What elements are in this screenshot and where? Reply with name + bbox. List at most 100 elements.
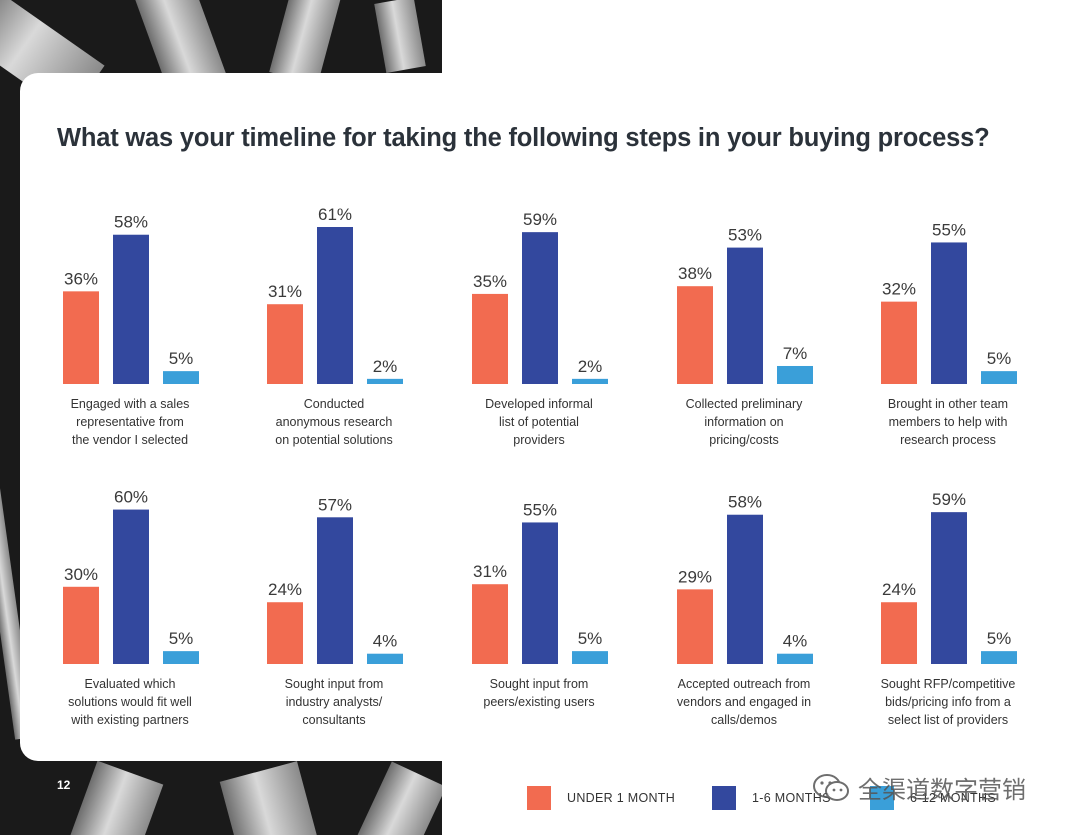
bar-under-1-month: [472, 293, 508, 384]
category-label-line: calls/demos: [711, 713, 777, 727]
legend-label: UNDER 1 MONTH: [567, 791, 676, 805]
data-label: 31%: [268, 282, 302, 301]
data-label: 53%: [728, 226, 762, 245]
legend-item-under-1-month: UNDER 1 MONTH: [527, 786, 675, 810]
category-label-line: representative from: [76, 415, 184, 429]
bar-6-12-months: [163, 651, 199, 664]
data-label: 38%: [678, 264, 712, 283]
bar-6-12-months: [572, 378, 608, 384]
data-label: 58%: [728, 493, 762, 512]
legend-label: 1-6 MONTHS: [752, 791, 831, 805]
wechat-icon: [813, 773, 849, 801]
category-label-line: information on: [704, 415, 784, 429]
data-label: 61%: [318, 205, 352, 224]
bar-1-6-months: [931, 242, 967, 384]
category-label-line: the vendor I selected: [71, 433, 189, 447]
bar-1-6-months: [317, 517, 353, 664]
category-label-line: members to help with: [888, 415, 1008, 429]
data-label: 4%: [373, 632, 398, 651]
bar-6-12-months: [981, 371, 1017, 384]
legend-item-1-6-months: 1-6 MONTHS: [712, 786, 831, 810]
bar-under-1-month: [267, 602, 303, 664]
category-label-line: with existing partners: [71, 713, 189, 727]
legend-swatch: [870, 786, 894, 810]
category-label-line: Accepted outreach from: [677, 677, 811, 691]
data-label: 59%: [523, 210, 557, 229]
bar-under-1-month: [63, 586, 99, 664]
bar-under-1-month: [881, 301, 917, 384]
category-label-line: Brought in other team: [887, 397, 1009, 411]
data-label: 55%: [523, 500, 557, 519]
bar-under-1-month: [677, 589, 713, 664]
category-label-line: Sought RFP/competitive: [880, 677, 1016, 691]
category-label-line: peers/existing users: [483, 695, 595, 709]
category-label-line: Collected preliminary: [685, 397, 803, 411]
category-label-line: Evaluated which: [84, 677, 176, 691]
bar-1-6-months: [727, 514, 763, 664]
bar-6-12-months: [777, 365, 813, 384]
data-label: 24%: [268, 580, 302, 599]
data-label: 35%: [473, 272, 507, 291]
category-label-line: list of potential: [499, 415, 579, 429]
legend-swatch: [712, 786, 736, 810]
data-label: 36%: [64, 269, 98, 288]
category-label-line: on potential solutions: [275, 433, 393, 447]
data-label: 32%: [882, 280, 916, 299]
watermark-text: 全渠道数字营销: [858, 777, 1026, 804]
bar-6-12-months: [777, 653, 813, 664]
category-label-line: bids/pricing info from a: [885, 695, 1011, 709]
data-label: 5%: [578, 629, 603, 648]
category-label: Engaged with a sales representative from t…: [30, 395, 230, 449]
category-label-line: consultants: [302, 713, 366, 727]
bar-1-6-months: [931, 512, 967, 664]
bar-6-12-months: [367, 378, 403, 384]
data-label: 5%: [987, 629, 1012, 648]
category-label-line: anonymous research: [275, 415, 393, 429]
page-number: 12: [57, 778, 71, 792]
bar-6-12-months: [163, 371, 199, 384]
category-label: Developed informal list of potential provi…: [439, 395, 639, 449]
bar-1-6-months: [522, 232, 558, 384]
category-label-line: providers: [513, 433, 565, 447]
category-label-line: industry analysts/: [285, 695, 383, 709]
bar-1-6-months: [522, 522, 558, 664]
bar-6-12-months: [572, 651, 608, 664]
data-label: 5%: [987, 349, 1012, 368]
legend-label: 6-12 MONTHS: [910, 791, 996, 805]
category-label: Sought input from industry analysts/consu…: [234, 675, 434, 729]
category-label-line: solutions would fit well: [68, 695, 192, 709]
data-label: 57%: [318, 495, 352, 514]
data-label: 5%: [169, 629, 194, 648]
data-label: 55%: [932, 220, 966, 239]
data-label: 24%: [882, 580, 916, 599]
category-label: Sought input from peers/existing users: [439, 675, 639, 711]
data-label: 7%: [783, 344, 808, 363]
bar-under-1-month: [63, 291, 99, 384]
bar-under-1-month: [267, 304, 303, 384]
bar-1-6-months: [113, 509, 149, 664]
bar-under-1-month: [472, 584, 508, 664]
bar-under-1-month: [677, 286, 713, 384]
category-label: Sought RFP/competitive bids/pricing info …: [848, 675, 1048, 729]
data-label: 2%: [578, 357, 603, 376]
bar-6-12-months: [981, 651, 1017, 664]
category-label: Conducted anonymous research on potential …: [234, 395, 434, 449]
data-label: 60%: [114, 488, 148, 507]
bar-6-12-months: [367, 653, 403, 664]
legend-item-6-12-months: 6-12 MONTHS: [870, 786, 996, 810]
category-label-line: Sought input from: [489, 677, 589, 691]
category-label: Accepted outreach from vendors and engage…: [644, 675, 844, 729]
category-label-line: Engaged with a sales: [70, 397, 190, 411]
category-label: Brought in other team members to help wit…: [848, 395, 1048, 449]
category-label: Evaluated which solutions would fit well w…: [30, 675, 230, 729]
data-label: 58%: [114, 213, 148, 232]
data-label: 29%: [678, 567, 712, 586]
legend-swatch: [527, 786, 551, 810]
category-label-line: Developed informal: [485, 397, 593, 411]
data-label: 2%: [373, 357, 398, 376]
category-label-line: Sought input from: [284, 677, 384, 691]
data-label: 5%: [169, 349, 194, 368]
category-label-line: pricing/costs: [709, 433, 779, 447]
watermark: 全渠道数字营销: [812, 770, 1026, 805]
